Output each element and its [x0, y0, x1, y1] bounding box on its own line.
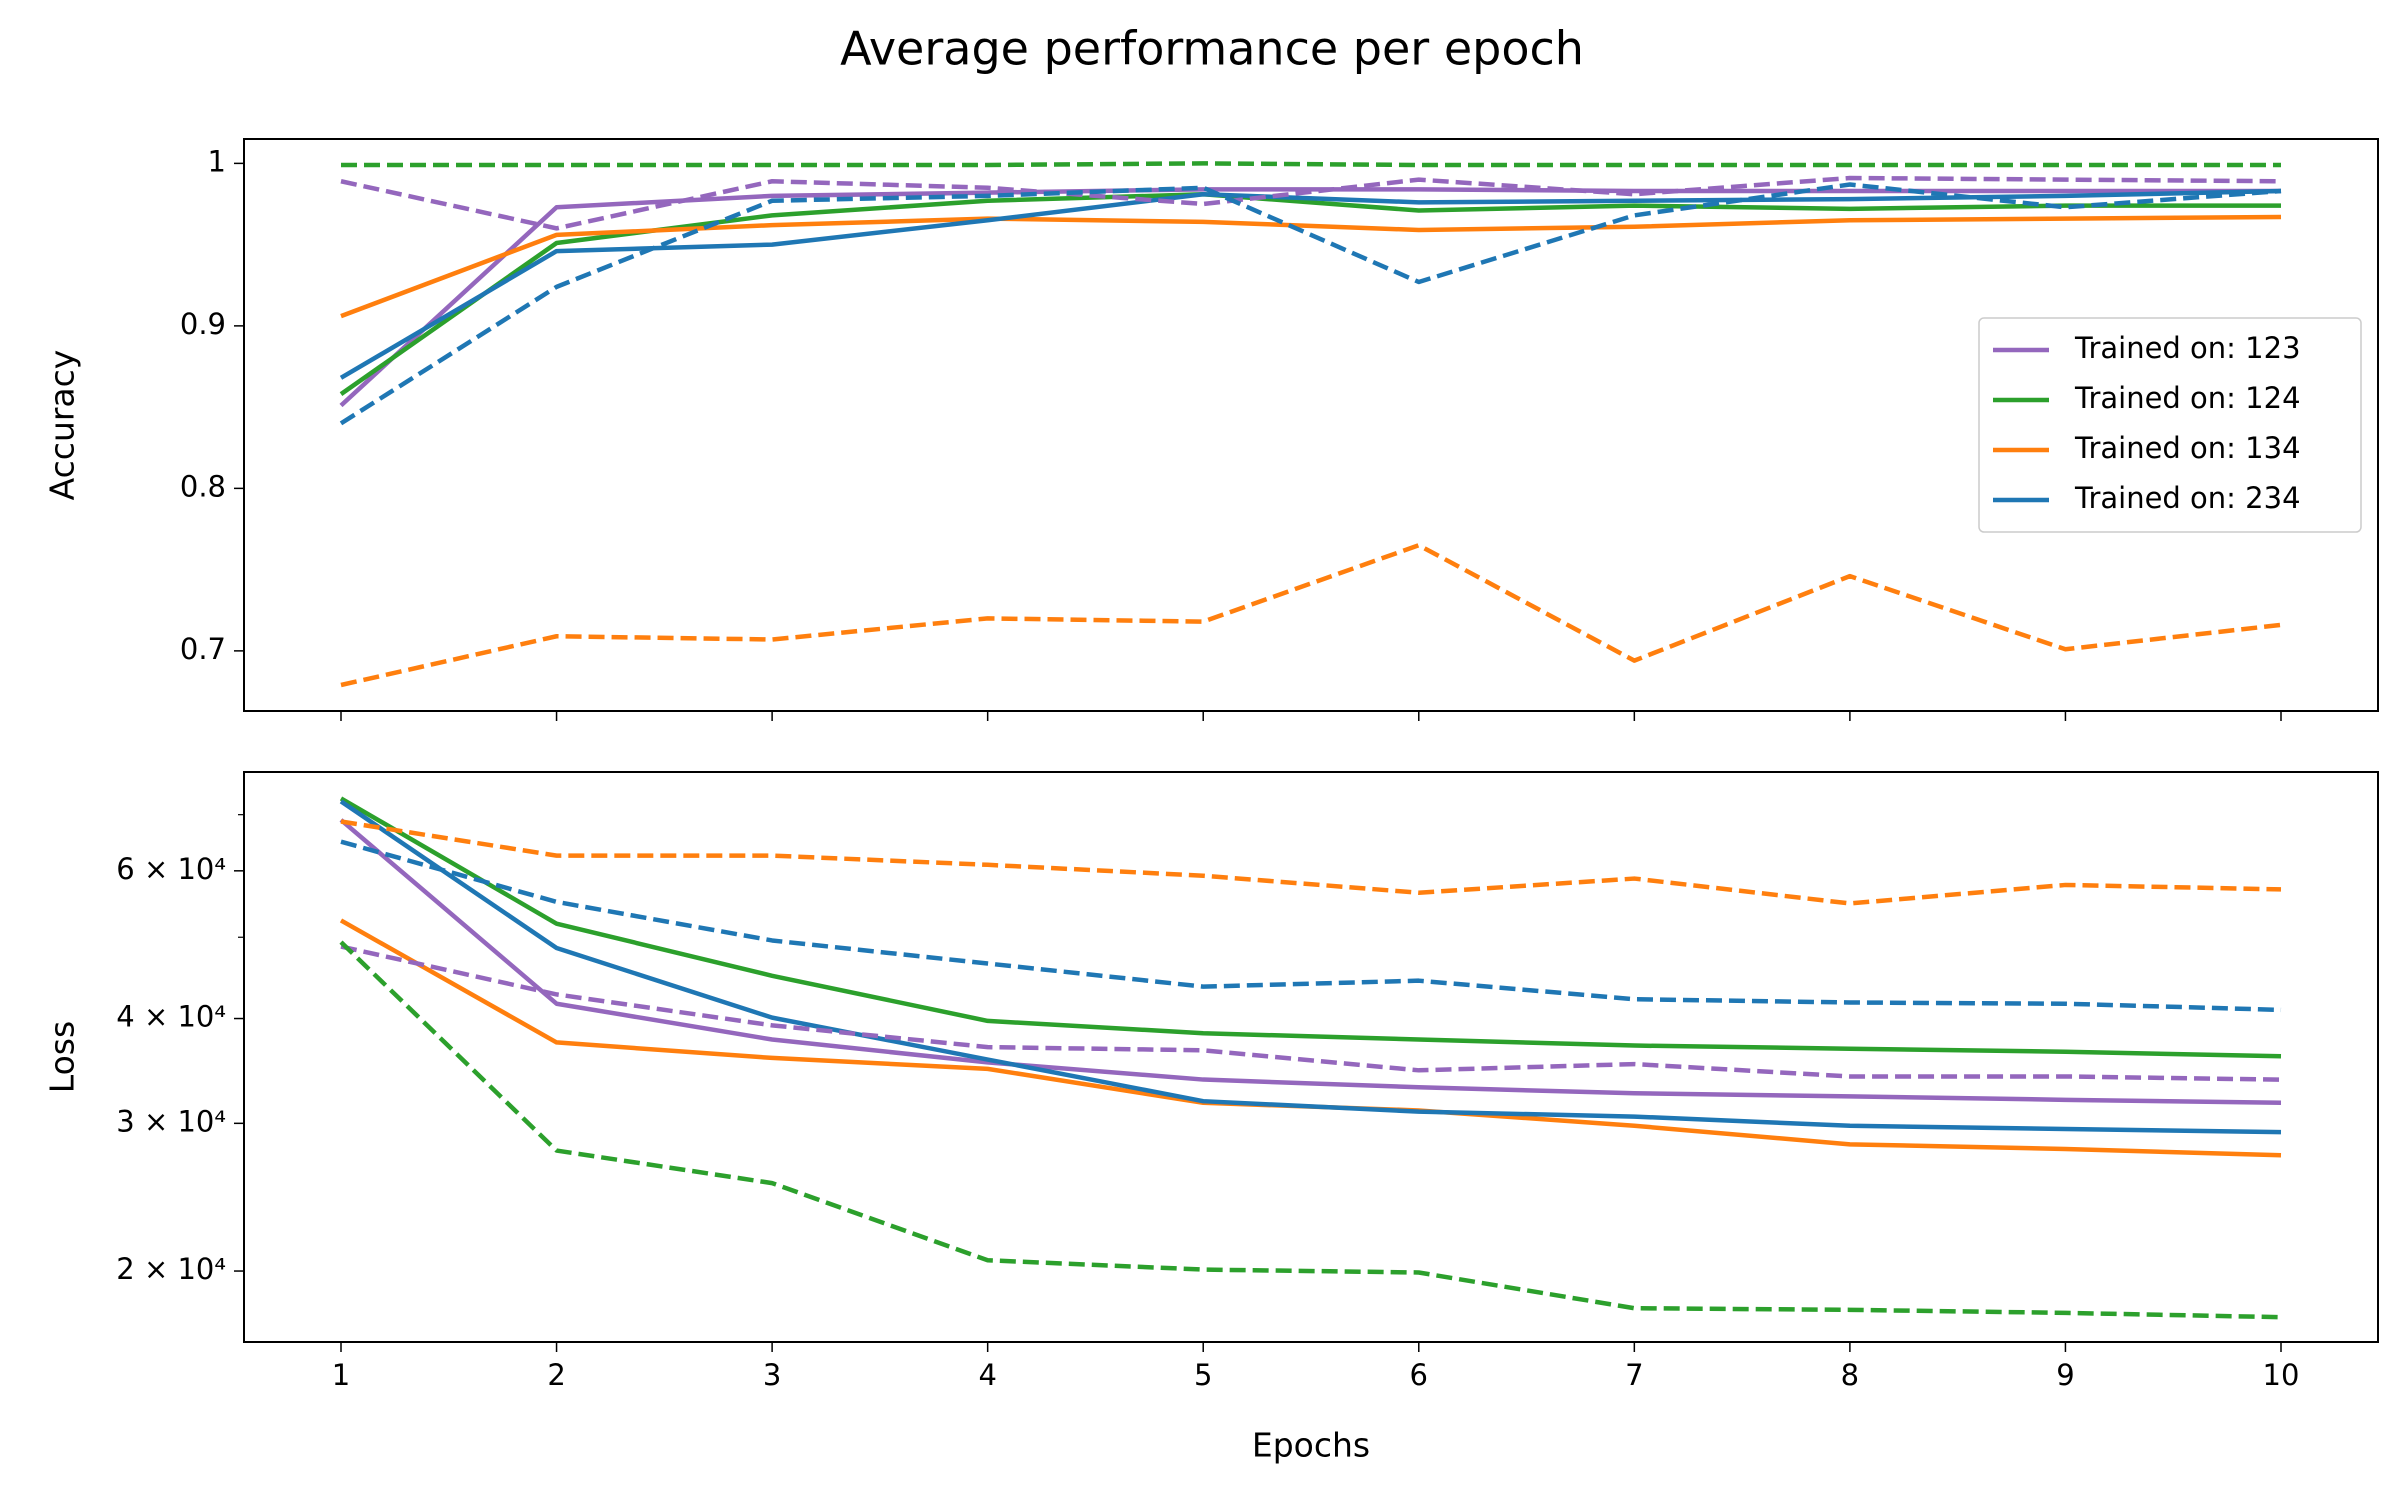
y-axis-label: Accuracy	[43, 350, 82, 501]
axes-frame	[243, 138, 2379, 712]
series-line	[339, 799, 2282, 1135]
figure-title: Average performance per epoch	[840, 22, 1584, 76]
series-line	[340, 214, 2282, 319]
series-line	[340, 543, 2282, 688]
series-line	[341, 161, 2281, 168]
series-line	[339, 940, 2282, 1320]
series-line	[339, 182, 2282, 426]
x-tick-label: 2	[547, 1358, 565, 1392]
y-tick-label: 4 × 10⁴	[116, 1000, 226, 1034]
x-axis-label: Epochs	[1252, 1426, 1370, 1465]
series-line	[339, 818, 2282, 1106]
series-line	[340, 819, 2282, 906]
x-tick-label: 9	[2056, 1358, 2074, 1392]
legend-label: Trained on: 124	[2074, 381, 2301, 415]
x-tick-label: 6	[1410, 1358, 1428, 1392]
x-tick-label: 5	[1194, 1358, 1212, 1392]
legend-label: Trained on: 123	[2074, 331, 2301, 365]
series-line	[339, 187, 2281, 408]
series-line	[340, 175, 2282, 231]
y-tick-label: 0.7	[180, 632, 226, 666]
x-tick-label: 1	[332, 1358, 350, 1392]
legend-box	[1978, 317, 2362, 533]
series-line	[340, 944, 2282, 1082]
series-line	[340, 839, 2282, 1013]
y-tick-label: 6 × 10⁴	[116, 852, 226, 886]
legend-label: Trained on: 134	[2074, 431, 2301, 465]
y-tick-label: 0.9	[180, 307, 226, 341]
series-line	[339, 796, 2282, 1059]
x-tick-label: 7	[1625, 1358, 1643, 1392]
y-tick-label: 3 × 10⁴	[116, 1104, 226, 1138]
x-tick-label: 8	[1841, 1358, 1859, 1392]
x-tick-label: 3	[763, 1358, 781, 1392]
y-tick-label: 1	[208, 144, 226, 178]
y-tick-label: 2 × 10⁴	[116, 1252, 226, 1286]
x-tick-label: 10	[2263, 1358, 2300, 1392]
legend-label: Trained on: 234	[2074, 481, 2301, 515]
y-axis-label: Loss	[43, 1021, 82, 1093]
x-tick-label: 4	[978, 1358, 996, 1392]
axes-frame	[243, 771, 2379, 1343]
y-tick-label: 0.8	[180, 469, 226, 503]
